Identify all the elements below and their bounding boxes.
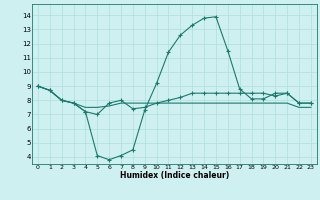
X-axis label: Humidex (Indice chaleur): Humidex (Indice chaleur) [120,171,229,180]
